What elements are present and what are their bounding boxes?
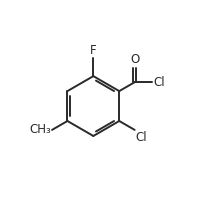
Text: O: O xyxy=(130,53,139,66)
Text: Cl: Cl xyxy=(153,76,165,89)
Text: CH₃: CH₃ xyxy=(29,123,51,136)
Text: Cl: Cl xyxy=(135,131,147,144)
Text: F: F xyxy=(90,44,97,57)
